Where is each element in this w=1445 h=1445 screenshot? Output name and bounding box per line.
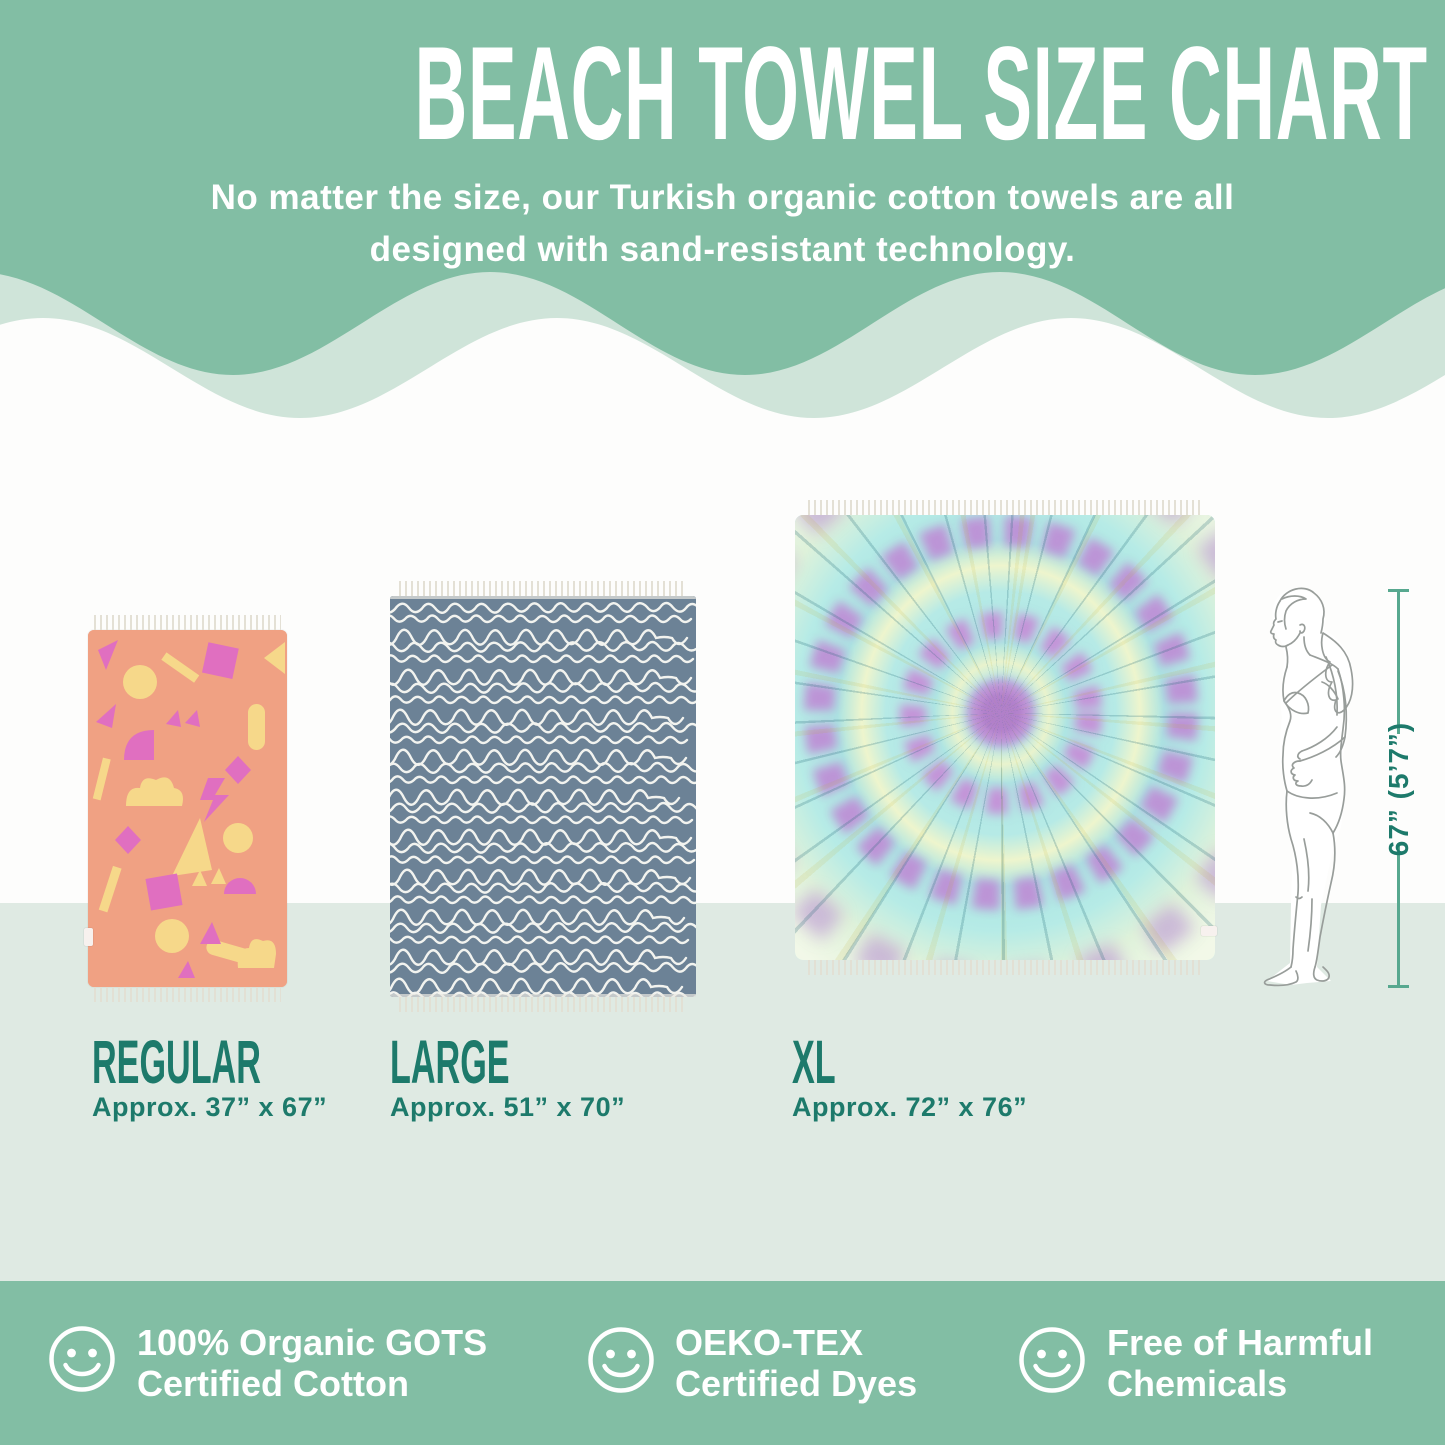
towel-xl <box>795 500 1217 975</box>
feature-text-oekotex: OEKO-TEX Certified Dyes <box>675 1322 918 1404</box>
tie-dye-streaks <box>795 515 1215 960</box>
tie-dye-pattern <box>795 515 1215 960</box>
subtitle-line-1: No matter the size, our Turkish organic … <box>210 178 1235 217</box>
towel-xl-fabric <box>795 515 1215 960</box>
towel-fringe <box>807 960 1203 975</box>
towel-tag <box>1201 926 1217 936</box>
size-label-regular: REGULAR <box>92 1028 261 1096</box>
ruler-line-upper <box>1397 589 1400 734</box>
towel-large <box>390 581 696 1012</box>
page-subtitle: No matter the size, our Turkish organic … <box>0 172 1445 276</box>
feature-text-organic: 100% Organic GOTS Certified Cotton <box>137 1322 488 1404</box>
towel-fringe <box>807 500 1203 515</box>
feature-text-chemicals: Free of Harmful Chemicals <box>1107 1322 1374 1404</box>
size-label-xl: XL <box>792 1028 836 1096</box>
towel-large-fabric <box>390 596 696 997</box>
smiley-face-icon <box>49 1326 115 1392</box>
ruler-line-lower <box>1397 844 1400 987</box>
geometric-pattern <box>88 630 287 987</box>
footer-bar <box>0 1281 1445 1445</box>
towel-tag <box>84 928 93 946</box>
towel-fringe <box>399 997 687 1012</box>
wave-pattern <box>390 596 696 997</box>
size-dims-xl: Approx. 72” x 76” <box>792 1092 1028 1122</box>
page-title: BEACH TOWEL SIZE CHART <box>414 20 1428 168</box>
towel-regular-fabric <box>88 630 287 987</box>
towel-fringe <box>93 987 282 1002</box>
height-label: 67” (5’7”) <box>1383 721 1414 857</box>
smiley-face-icon <box>1019 1327 1085 1393</box>
ruler-bottom-cap <box>1388 985 1409 988</box>
subtitle-line-2: designed with sand-resistant technology. <box>369 230 1076 269</box>
towel-regular <box>84 615 287 1002</box>
towel-fringe <box>399 581 687 596</box>
size-dims-large: Approx. 51” x 70” <box>390 1092 626 1122</box>
header: BEACH TOWEL SIZE CHART No matter the siz… <box>0 0 1445 271</box>
wave-divider <box>0 270 1445 418</box>
towel-fringe <box>93 615 282 630</box>
size-dims-regular: Approx. 37” x 67” <box>92 1092 328 1122</box>
size-label-large: LARGE <box>390 1028 510 1096</box>
standing-woman-illustration <box>1263 587 1354 987</box>
smiley-face-icon <box>588 1327 654 1393</box>
